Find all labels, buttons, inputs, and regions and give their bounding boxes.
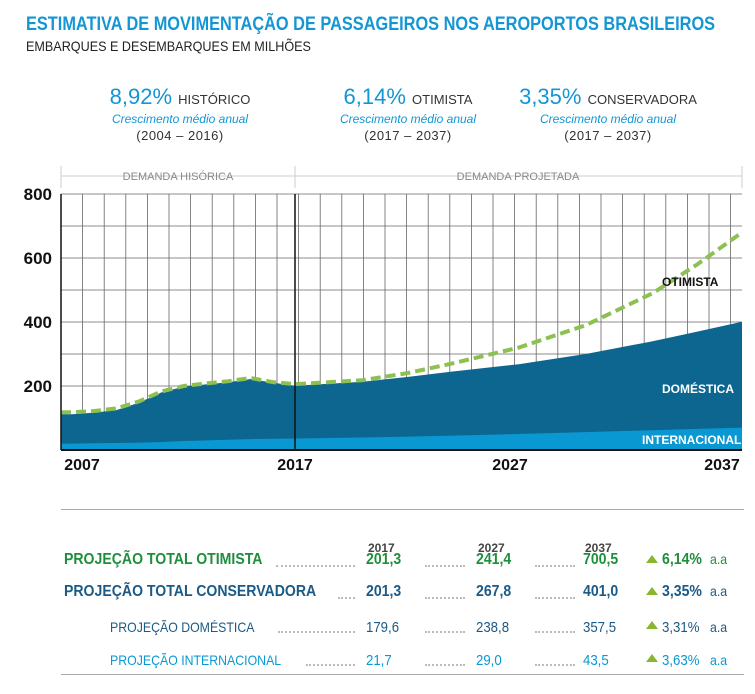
- stat-conservative: 3,35% CONSERVADORA Crescimento médio anu…: [498, 84, 718, 143]
- row-label: PROJEÇÃO TOTAL OTIMISTA: [64, 551, 263, 568]
- stat-historic: 8,92% HISTÓRICO Crescimento médio anual …: [70, 84, 290, 143]
- stat-period: (2017 – 2037): [564, 128, 652, 143]
- area-domestica: [61, 321, 742, 450]
- x-tick-label: 2017: [277, 457, 313, 474]
- row-value: 201,3: [366, 583, 402, 600]
- dot-leader: [338, 597, 355, 599]
- stat-optimistic: 6,14% OTIMISTA Crescimento médio anual (…: [298, 84, 518, 143]
- label-otimista: OTIMISTA: [662, 275, 719, 289]
- title: ESTIMATIVA DE MOVIMENTAÇÃO DE PASSAGEIRO…: [26, 14, 716, 35]
- dot-leader: [276, 565, 355, 567]
- year-header: 2037: [585, 541, 612, 555]
- dot-leader: [535, 565, 575, 567]
- growth-value: 6,14%: [662, 551, 702, 568]
- dot-leader: [535, 631, 575, 633]
- row-value: 21,7: [366, 652, 392, 669]
- year-header: 2027: [478, 541, 505, 555]
- label-domestica: DOMÉSTICA: [662, 381, 734, 396]
- row-label: PROJEÇÃO INTERNACIONAL: [110, 652, 282, 668]
- dot-leader: [425, 597, 465, 599]
- arrow-up-icon: [646, 555, 658, 563]
- stat-value: 8,92%: [109, 84, 173, 109]
- year-header: 2017: [368, 541, 395, 555]
- area-internacional: [61, 427, 742, 450]
- row-value: 700,5: [583, 551, 619, 568]
- arrow-up-icon: [646, 654, 658, 662]
- dot-leader: [535, 597, 575, 599]
- stat-label: HISTÓRICO: [178, 92, 251, 107]
- x-tick-label: 2037: [704, 457, 740, 474]
- growth-unit: a.a: [710, 619, 728, 635]
- row-value: 357,5: [583, 619, 617, 636]
- row-value: 401,0: [583, 583, 619, 600]
- row-label: PROJEÇÃO DOMÉSTICA: [110, 619, 255, 635]
- stat-value: 6,14%: [343, 84, 406, 109]
- stat-desc: Crescimento médio anual: [111, 112, 249, 126]
- row-value: 201,3: [366, 551, 402, 568]
- y-tick-label: 200: [24, 377, 52, 396]
- row-label: PROJEÇÃO TOTAL CONSERVADORA: [64, 583, 317, 600]
- row-value: 179,6: [366, 619, 400, 636]
- arrow-up-icon: [646, 587, 658, 595]
- stat-desc: Crescimento médio anual: [339, 112, 477, 126]
- dot-leader: [278, 631, 355, 633]
- growth-value: 3,35%: [662, 583, 702, 600]
- subtitle: EMBARQUES E DESEMBARQUES EM MILHÕES: [26, 38, 311, 54]
- chart: 200 400 600 800 2007 2017 2027 2037 DEMANDA HIS…: [24, 166, 744, 474]
- row-value: 238,8: [476, 619, 510, 636]
- divider: [61, 509, 744, 510]
- row-value: 29,0: [476, 652, 502, 669]
- growth-unit: a.a: [710, 652, 728, 668]
- arrow-up-icon: [646, 621, 658, 629]
- y-tick-label: 600: [24, 249, 52, 268]
- divider: [61, 674, 744, 675]
- dot-leader: [425, 664, 465, 666]
- row-value: 241,4: [476, 551, 512, 568]
- stat-period: (2004 – 2016): [136, 128, 224, 143]
- x-tick-label: 2007: [64, 457, 100, 474]
- row-value: 267,8: [476, 583, 512, 600]
- stat-desc: Crescimento médio anual: [539, 112, 677, 126]
- line-otimista: [60, 230, 744, 415]
- y-tick-label: 400: [24, 313, 52, 332]
- dot-leader: [425, 565, 465, 567]
- segment-projected: DEMANDA PROJETADA: [457, 171, 580, 183]
- dot-leader: [306, 664, 355, 666]
- growth-value: 3,31%: [662, 619, 700, 636]
- stat-period: (2017 – 2037): [364, 128, 452, 143]
- stat-label: CONSERVADORA: [587, 92, 697, 107]
- x-tick-label: 2027: [492, 457, 528, 474]
- row-value: 43,5: [583, 652, 609, 669]
- growth-unit: a.a: [710, 551, 728, 567]
- growth-unit: a.a: [710, 583, 728, 599]
- label-internacional: INTERNACIONAL: [642, 433, 741, 447]
- stat-label: OTIMISTA: [412, 92, 473, 107]
- growth-value: 3,63%: [662, 652, 700, 669]
- dot-leader: [535, 664, 575, 666]
- dot-leader: [425, 631, 465, 633]
- stat-value: 3,35%: [519, 84, 582, 109]
- segment-historic: DEMANDA HISÓRICA: [123, 170, 234, 183]
- y-tick-label: 800: [24, 185, 52, 204]
